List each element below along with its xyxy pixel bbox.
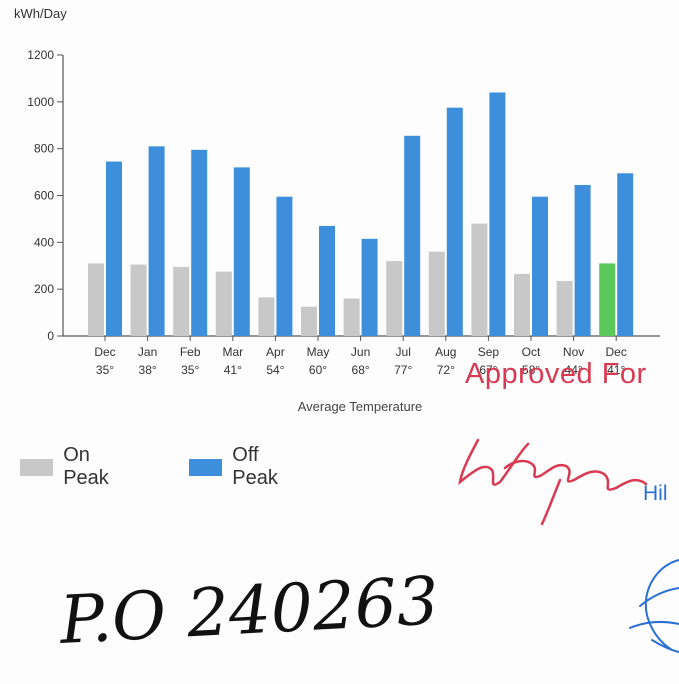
y-tick-label: 0 [47,329,54,343]
x-tick-label-month: Aug [435,345,456,359]
bar-on-peak [599,263,616,336]
bar-on-peak [130,264,147,336]
x-tick-label-temperature: 77° [394,363,412,377]
bar-off-peak [148,146,165,336]
bar-on-peak [258,297,275,336]
bar-on-peak [343,298,360,336]
bar-off-peak [446,107,463,336]
approved-for-stamp: Approved For [465,358,647,390]
legend-item-off-peak: Off Peak [189,444,290,490]
bar-on-peak [428,251,445,336]
y-tick-label: 1200 [27,48,54,62]
bar-off-peak [191,149,208,336]
bar-off-peak [532,196,548,336]
bar-on-peak [301,306,317,336]
legend-swatch-off-peak [189,458,223,476]
bar-off-peak [276,196,293,336]
bar-on-peak [215,271,232,336]
x-tick-label-month: Oct [522,345,541,359]
x-axis-title: Average Temperature [297,399,423,414]
x-tick-label-temperature: 72° [437,363,455,377]
x-tick-label-month: Jun [351,345,370,359]
x-tick-label-month: Feb [180,345,201,359]
legend-item-on-peak: On Peak [20,444,121,490]
x-tick-label-temperature: 54° [266,363,284,377]
y-tick-label: 200 [34,282,54,296]
y-tick-label: 800 [34,142,54,156]
y-tick-label: 1000 [27,95,54,109]
y-tick-label: 400 [34,235,54,249]
legend-swatch-on-peak [20,458,54,476]
bar-off-peak [617,173,634,336]
x-tick-label-temperature: 60° [309,363,327,377]
bar-on-peak [471,223,488,336]
x-tick-label-month: May [307,345,330,359]
x-tick-label-temperature: 67° [479,363,497,377]
y-axis-unit-label: kWh/Day [14,6,67,21]
x-tick-label-month: Mar [222,345,243,359]
bar-off-peak [404,135,421,336]
x-tick-label-temperature: 44° [565,363,583,377]
x-tick-label-month: Dec [94,345,115,359]
x-tick-label-temperature: 41° [224,363,242,377]
legend-label-on-peak: On Peak [63,444,109,489]
x-tick-label-month: Dec [606,345,627,359]
bar-off-peak [489,92,506,336]
bar-on-peak [173,266,190,336]
bar-off-peak [319,225,335,336]
x-tick-label-temperature: 68° [352,363,370,377]
x-tick-label-month: Nov [563,345,584,359]
x-tick-label-month: Apr [266,345,285,359]
x-tick-label-temperature: 38° [139,363,157,377]
bar-on-peak [556,280,573,336]
bar-on-peak [88,263,104,336]
legend-label-off-peak: Off Peak [232,444,278,489]
x-tick-label-temperature: 58° [522,363,540,377]
bar-off-peak [574,184,591,336]
x-tick-label-temperature: 35° [181,363,199,377]
bar-on-peak [386,261,403,336]
bar-off-peak [106,161,122,336]
bar-off-peak [233,167,250,336]
x-tick-label-temperature: 35° [96,363,114,377]
x-tick-label-month: Jan [138,345,157,359]
x-tick-label-month: Sep [478,345,500,359]
x-tick-label-month: Jul [396,345,411,359]
bar-off-peak [361,238,378,336]
bar-on-peak [514,273,530,336]
x-tick-label-temperature: 41° [607,363,625,377]
stamp-name-fragment: Hil [643,482,668,505]
y-tick-label: 600 [34,189,54,203]
